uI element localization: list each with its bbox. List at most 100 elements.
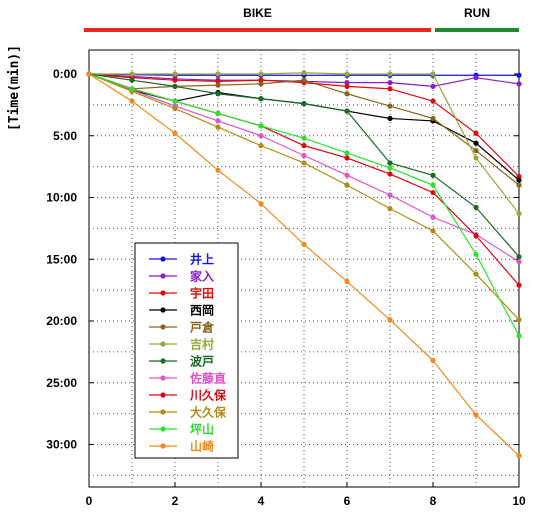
legend-label: 戸倉	[190, 320, 215, 335]
x-tick-label: 10	[512, 494, 526, 508]
data-point	[301, 135, 307, 141]
y-tick-label: 5:00	[53, 129, 77, 143]
data-point	[344, 71, 350, 77]
data-point	[344, 83, 350, 89]
data-point	[301, 101, 307, 107]
series-lines	[86, 70, 522, 459]
data-point	[387, 71, 393, 77]
legend-entry: 西岡	[149, 304, 214, 318]
data-point	[344, 91, 350, 97]
data-point	[473, 147, 479, 154]
data-point	[387, 160, 393, 166]
legend-entry: 宇田	[149, 286, 214, 301]
data-point	[430, 189, 436, 196]
legend-label: 坪山	[190, 422, 214, 437]
data-point	[301, 143, 307, 149]
legend-entry: 波戸	[149, 354, 214, 369]
data-point	[516, 453, 522, 459]
data-point	[516, 210, 522, 217]
legend-label: 波戸	[190, 354, 214, 369]
data-point	[387, 165, 393, 171]
y-tick-label: 15:00	[46, 252, 77, 266]
data-point	[344, 172, 350, 178]
data-point	[516, 282, 522, 288]
phase-label-1: BIKE	[243, 6, 272, 20]
x-tick-label: 2	[172, 494, 179, 508]
data-point	[344, 155, 350, 161]
data-point	[215, 118, 221, 124]
data-point	[215, 110, 221, 117]
data-point	[473, 130, 479, 136]
data-point	[430, 172, 436, 178]
data-point	[344, 150, 350, 156]
data-point	[172, 71, 178, 77]
data-point	[473, 233, 479, 239]
legend-label: 宇田	[190, 286, 214, 301]
series-6	[86, 70, 522, 217]
data-point	[473, 271, 479, 277]
data-point	[215, 167, 221, 173]
data-point	[473, 204, 479, 210]
data-point	[516, 81, 522, 87]
data-point	[344, 80, 350, 86]
data-point	[258, 77, 264, 83]
legend-marker	[160, 358, 166, 364]
data-point	[172, 77, 178, 83]
data-point	[172, 105, 178, 112]
data-point	[387, 317, 393, 323]
data-point	[258, 143, 264, 149]
x-tick-label: 0	[86, 494, 93, 508]
data-point	[215, 124, 221, 130]
legend-label: 井上	[190, 252, 214, 267]
phase-label-2: RUN	[464, 6, 490, 20]
data-point	[129, 77, 135, 83]
data-point	[172, 130, 178, 136]
data-point	[258, 71, 264, 77]
legend-entry: 山崎	[149, 439, 214, 454]
y-axis: 0:00 5:00 10:00 15:00 20:00 25:00 30:00	[46, 67, 519, 452]
data-point	[258, 123, 264, 129]
data-point	[215, 91, 221, 97]
legend-label: 佐藤直	[189, 371, 226, 386]
data-point	[516, 182, 522, 188]
phase-bars: BIKE RUN	[84, 6, 519, 32]
legend-entry: 井上	[149, 252, 214, 267]
legend-label: 川久保	[189, 388, 227, 403]
data-point	[215, 78, 221, 85]
data-point	[473, 412, 479, 418]
data-point	[387, 206, 393, 212]
data-point	[473, 251, 479, 257]
data-point	[387, 115, 393, 122]
series-12	[86, 71, 522, 459]
data-point	[344, 182, 350, 188]
y-tick-label: 30:00	[46, 438, 77, 452]
legend-box	[134, 242, 239, 459]
legend-entry: 坪山	[149, 422, 214, 437]
legend-marker	[160, 443, 166, 449]
legend-marker	[160, 392, 166, 398]
data-point	[430, 71, 436, 77]
data-point	[430, 182, 436, 188]
data-point	[516, 173, 522, 180]
data-point	[215, 82, 221, 88]
legend-entry: 家入	[149, 269, 214, 284]
data-point	[516, 254, 522, 260]
series-5	[86, 71, 522, 188]
data-point	[258, 133, 264, 139]
data-point	[258, 201, 264, 207]
data-point	[387, 103, 393, 109]
data-point	[516, 72, 522, 78]
legend-marker	[160, 290, 166, 296]
data-point	[387, 86, 393, 92]
data-point	[301, 77, 307, 83]
legend-label: 吉村	[190, 337, 214, 352]
data-point	[129, 98, 135, 104]
data-point	[516, 177, 522, 183]
data-point	[258, 96, 264, 102]
legend-label: 山崎	[190, 439, 214, 454]
y-tick-label: 10:00	[46, 191, 77, 205]
data-point	[258, 81, 264, 87]
legend-marker	[160, 409, 166, 415]
legend-entry: 吉村	[149, 337, 214, 352]
